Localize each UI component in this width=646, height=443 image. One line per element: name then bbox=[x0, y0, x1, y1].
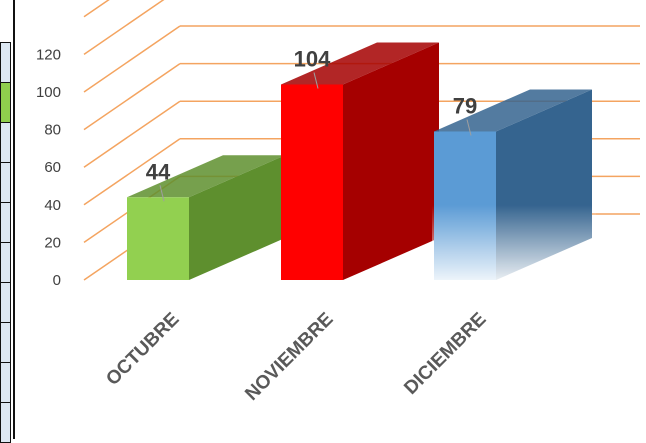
gridline-diagonal bbox=[83, 100, 181, 168]
y-tick-label: 80 bbox=[44, 122, 61, 139]
y-tick-label: 100 bbox=[36, 84, 61, 101]
bar-side-face bbox=[189, 155, 285, 280]
data-label: 79 bbox=[453, 93, 477, 118]
bar-front-face bbox=[281, 84, 343, 280]
x-axis-categories: OCTUBRE NOVIEMBRE DICIEMBRE bbox=[102, 309, 490, 405]
y-tick-label: 60 bbox=[44, 159, 61, 176]
y-axis-ticks: 0 20 40 60 80 100 120 bbox=[36, 46, 61, 289]
gridline-diagonal bbox=[83, 25, 181, 93]
gridline-diagonal bbox=[83, 62, 181, 131]
bar-side-face bbox=[343, 42, 439, 281]
y-tick-label: 20 bbox=[44, 234, 61, 251]
data-label-leader bbox=[313, 72, 319, 89]
y-tick-label: 40 bbox=[44, 197, 61, 214]
gridline-diagonal bbox=[83, 138, 181, 206]
data-label-leader bbox=[466, 119, 472, 136]
table-border-line bbox=[13, 0, 15, 439]
adjacent-table-strip bbox=[0, 0, 15, 443]
bar-front-face bbox=[127, 197, 189, 280]
category-label: OCTUBRE bbox=[102, 309, 183, 390]
data-label: 44 bbox=[146, 159, 171, 184]
category-label: NOVIEMBRE bbox=[241, 309, 337, 405]
bar-top-face bbox=[281, 42, 439, 85]
bar-reflection-fade bbox=[432, 205, 596, 285]
gridline-diagonal bbox=[83, 0, 110, 18]
gridline-diagonal bbox=[83, 0, 165, 56]
bar-noviembre bbox=[281, 42, 439, 281]
data-label-leader bbox=[159, 185, 165, 202]
bar-octubre bbox=[127, 155, 285, 280]
y-tick-label: 120 bbox=[36, 46, 61, 63]
bars bbox=[127, 42, 596, 285]
data-labels: 44 104 79 bbox=[146, 46, 477, 202]
category-label: DICIEMBRE bbox=[400, 309, 490, 399]
bar-top-face bbox=[434, 89, 592, 132]
y-tick-label: 0 bbox=[53, 272, 61, 289]
bar-top-face bbox=[127, 155, 285, 198]
data-label: 104 bbox=[294, 46, 331, 71]
